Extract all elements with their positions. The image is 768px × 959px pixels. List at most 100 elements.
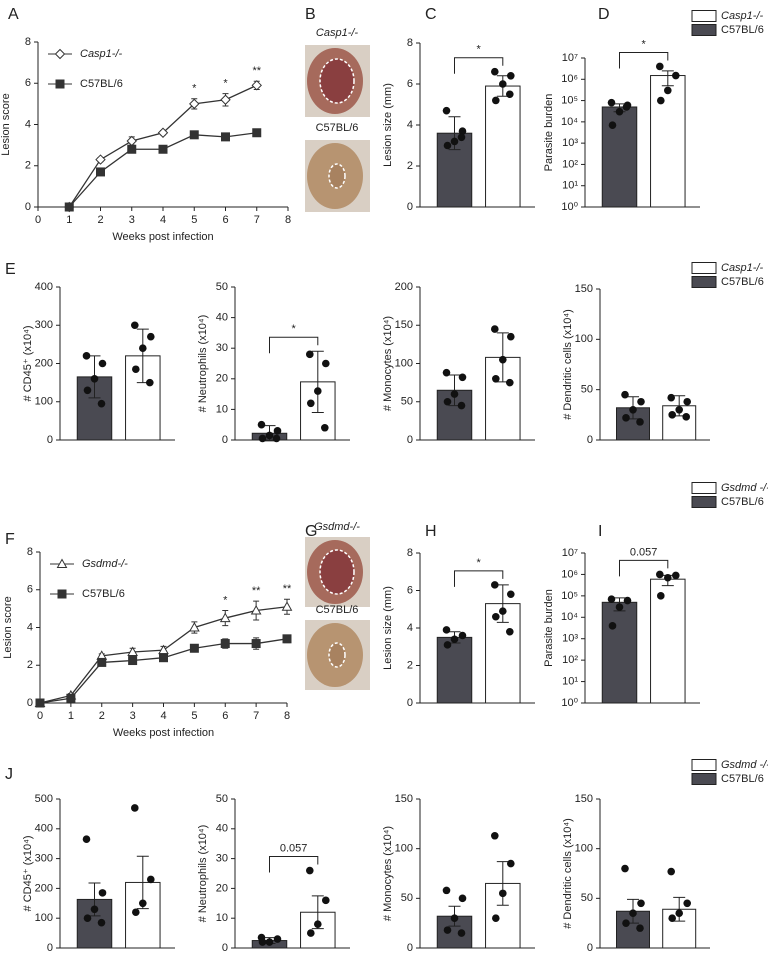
y-tick-label: 0 [407,697,413,709]
x-tick-label: 7 [254,214,260,226]
x-tick-label: 8 [285,214,291,226]
marker [54,48,66,60]
data-point [131,804,139,812]
y-tick-label: 10⁷ [562,52,578,64]
data-point [491,581,499,589]
y-tick-label: 0 [27,697,33,709]
significance: ** [283,583,292,595]
y-tick-label: 50 [401,396,413,408]
data-point [499,889,507,898]
marker [126,135,137,147]
legend-label: Casp1-/- [80,48,123,60]
data-point [668,914,676,922]
data-point [147,332,155,341]
data-point [672,71,680,80]
data-point [442,886,451,895]
data-point [492,96,500,105]
data-point [273,935,282,943]
marker [56,558,68,568]
data-point [621,864,629,873]
data-point [506,378,514,387]
data-point [672,571,680,580]
data-point [492,612,500,621]
legend-label: C57BL/6 [82,588,125,600]
y-tick-label: 10² [562,158,578,170]
y-tick-label: 0 [587,942,593,954]
data-point [675,909,683,918]
data-point [499,80,507,88]
y-tick-label: 10³ [562,137,578,149]
data-point [322,896,330,905]
data-point [499,355,507,364]
marker [159,653,168,663]
x-tick-label: 7 [253,710,259,722]
marker [55,79,65,89]
y-tick-label: 8 [407,37,413,49]
significance-bracket [454,57,504,74]
image-label: C57BL/6 [316,604,359,616]
y-axis-label: # Dendritic cells (x10⁴) [562,818,574,928]
image-label: Gsdmd-/- [314,521,360,533]
data-point [615,603,624,611]
data-point [507,859,515,868]
marker [220,639,230,649]
legend-swatch [691,496,717,508]
y-tick-label: 6 [407,584,413,596]
error-bar [673,896,686,922]
x-tick-label: 1 [68,710,74,722]
y-tick-label: 6 [27,584,33,596]
data-point [607,98,616,107]
y-tick-label: 0 [47,942,53,954]
y-tick-label: 4 [25,118,31,130]
data-point [322,359,330,368]
y-tick-label: 10⁰ [561,697,578,709]
photo-lesion [328,163,346,189]
y-axis-label: # Monocytes (x10⁴) [382,826,394,921]
y-axis-label: # Dendritic cells (x10⁴) [562,309,574,419]
y-tick-label: 50 [216,793,228,805]
data-point [443,641,452,649]
y-tick-label: 8 [25,36,31,48]
data-point [668,411,676,419]
panel-letter: H [425,523,437,540]
legend-label: C57BL/6 [80,78,123,90]
y-tick-label: 50 [581,384,593,396]
legend-swatch [691,24,717,36]
marker [189,643,199,653]
y-tick-label: 8 [407,547,413,559]
significance-bracket [269,856,319,873]
data-point [491,325,499,333]
data-point [629,406,637,414]
error-bar [311,350,324,413]
data-point [683,397,691,406]
y-tick-label: 150 [575,283,593,295]
y-tick-label: 4 [407,119,413,131]
panel-letter: B [305,6,316,23]
y-tick-label: 4 [27,621,33,633]
data-point [656,570,664,579]
y-tick-label: 10¹ [562,675,578,687]
data-point [139,344,147,353]
x-tick-label: 0 [35,214,41,226]
legend-swatch [691,276,717,288]
data-point [450,635,459,644]
y-axis-label: # Neutrophils (x10⁴) [197,825,209,923]
data-point [82,352,91,360]
x-tick-label: 4 [160,214,166,226]
y-tick-label: 40 [216,312,228,324]
data-point [321,423,329,432]
data-point [608,121,617,129]
bar [436,636,473,704]
y-tick-label: 400 [35,281,53,293]
y-axis-label: # CD45⁺ (x10⁴) [22,326,34,402]
data-point [450,914,459,922]
marker [127,646,138,657]
y-tick-label: 2 [407,659,413,671]
legend-swatch [691,262,717,274]
x-tick-label: 8 [284,710,290,722]
error-bar [496,861,509,906]
x-tick-label: 3 [129,214,135,226]
data-point [664,86,672,95]
marker [96,167,105,177]
